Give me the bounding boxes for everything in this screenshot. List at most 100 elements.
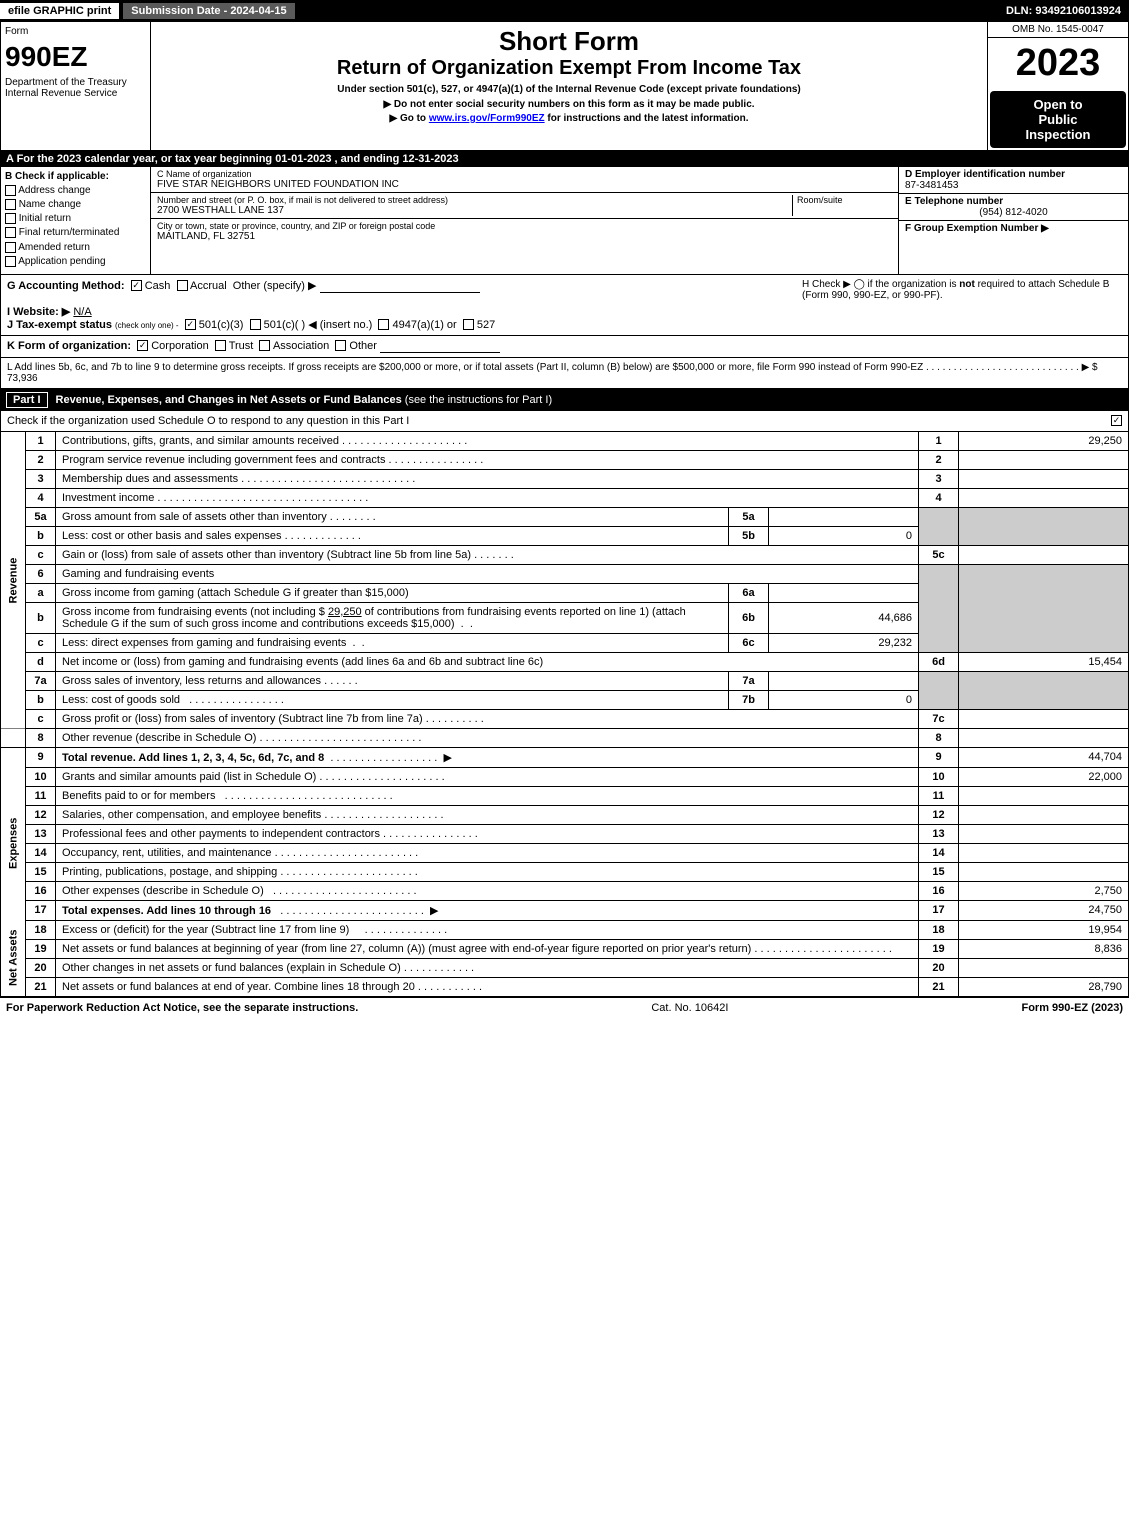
header-center: Short Form Return of Organization Exempt… xyxy=(151,22,988,150)
table-row: 17 Total expenses. Add lines 10 through … xyxy=(1,900,1129,920)
note2-pre: ▶ Go to xyxy=(389,113,428,124)
val-6d: 15,454 xyxy=(959,652,1129,671)
chk-trust[interactable] xyxy=(215,340,226,351)
table-row: 2 Program service revenue including gove… xyxy=(1,450,1129,469)
table-row: 4 Investment income . . . . . . . . . . … xyxy=(1,488,1129,507)
irs-link[interactable]: www.irs.gov/Form990EZ xyxy=(429,113,545,124)
j-label: J Tax-exempt status xyxy=(7,319,112,331)
part1-check-text: Check if the organization used Schedule … xyxy=(7,415,1111,427)
chk-schedule-o[interactable] xyxy=(1111,415,1122,426)
chk-4947[interactable] xyxy=(378,319,389,330)
side-netassets: Net Assets xyxy=(1,920,26,996)
other-method-input[interactable] xyxy=(320,280,480,293)
note-goto: ▶ Go to www.irs.gov/Form990EZ for instru… xyxy=(155,113,983,124)
section-bcd: B Check if applicable: Address change Na… xyxy=(0,167,1129,275)
note2-post: for instructions and the latest informat… xyxy=(545,113,749,124)
table-row: 13 Professional fees and other payments … xyxy=(1,824,1129,843)
efile-label: efile GRAPHIC print xyxy=(0,3,119,19)
form-number: 990EZ xyxy=(5,41,146,73)
h-text3: (Form 990, 990-EZ, or 990-PF). xyxy=(802,290,943,301)
city: MAITLAND, FL 32751 xyxy=(157,231,435,242)
irs-label: Internal Revenue Service xyxy=(5,88,146,99)
val-4 xyxy=(959,488,1129,507)
tel-row: E Telephone number (954) 812-4020 xyxy=(899,194,1128,221)
table-row: Expenses 10 Grants and similar amounts p… xyxy=(1,767,1129,786)
side-revenue: Revenue xyxy=(1,432,26,729)
open1: Open to xyxy=(996,97,1120,112)
table-row: Net Assets 18 Excess or (deficit) for th… xyxy=(1,920,1129,939)
chk-final[interactable]: Final return/terminated xyxy=(5,227,146,238)
i-label: I Website: ▶ xyxy=(7,306,70,318)
l-arrow: ▶ $ xyxy=(1082,362,1098,373)
top-bar: efile GRAPHIC print Submission Date - 20… xyxy=(0,0,1129,22)
part1-check-row: Check if the organization used Schedule … xyxy=(0,411,1129,432)
val-15 xyxy=(959,862,1129,881)
other-org-input[interactable] xyxy=(380,340,500,353)
val-7b: 0 xyxy=(769,690,919,709)
chk-cash[interactable] xyxy=(131,280,142,291)
col-b-checkboxes: B Check if applicable: Address change Na… xyxy=(1,167,151,274)
chk-other-org[interactable] xyxy=(335,340,346,351)
form-label: Form xyxy=(5,26,146,37)
ein: 87-3481453 xyxy=(905,180,1122,191)
header-right: OMB No. 1545-0047 2023 Open to Public In… xyxy=(988,22,1128,150)
val-6c: 29,232 xyxy=(769,633,919,652)
chk-assoc[interactable] xyxy=(259,340,270,351)
page-footer: For Paperwork Reduction Act Notice, see … xyxy=(0,997,1129,1018)
chk-address[interactable]: Address change xyxy=(5,185,146,196)
h-text1: H Check ▶ ◯ if the organization is xyxy=(802,279,959,290)
chk-name[interactable]: Name change xyxy=(5,199,146,210)
c-name-lbl: C Name of organization xyxy=(157,169,892,179)
open2: Public xyxy=(996,112,1120,127)
grp-row: F Group Exemption Number ▶ xyxy=(899,221,1128,236)
chk-amended[interactable]: Amended return xyxy=(5,242,146,253)
tel-lbl: E Telephone number xyxy=(905,196,1122,207)
l-text: L Add lines 5b, 6c, and 7b to line 9 to … xyxy=(7,362,923,373)
side-expenses: Expenses xyxy=(1,767,26,920)
row-h: H Check ▶ ◯ if the organization is not r… xyxy=(802,279,1122,331)
table-row: 19 Net assets or fund balances at beginn… xyxy=(1,939,1129,958)
row-a-taxyear: A For the 2023 calendar year, or tax yea… xyxy=(0,151,1129,167)
table-row: 5a Gross amount from sale of assets othe… xyxy=(1,507,1129,526)
val-6a xyxy=(769,583,919,602)
col-c-org: C Name of organization FIVE STAR NEIGHBO… xyxy=(151,167,898,274)
table-row: 6 Gaming and fundraising events xyxy=(1,564,1129,583)
val-3 xyxy=(959,469,1129,488)
val-16: 2,750 xyxy=(959,881,1129,900)
dept-treasury: Department of the Treasury xyxy=(5,77,146,88)
val-1: 29,250 xyxy=(959,432,1129,451)
street: 2700 WESTHALL LANE 137 xyxy=(157,205,792,216)
val-2 xyxy=(959,450,1129,469)
g-label: G Accounting Method: xyxy=(7,280,125,292)
short-form-title: Short Form xyxy=(155,26,983,57)
chk-app[interactable]: Application pending xyxy=(5,256,146,267)
table-row: 9 Total revenue. Add lines 1, 2, 3, 4, 5… xyxy=(1,747,1129,767)
chk-corp[interactable] xyxy=(137,340,148,351)
val-19: 8,836 xyxy=(959,939,1129,958)
val-7a xyxy=(769,671,919,690)
grp-lbl: F Group Exemption Number ▶ xyxy=(905,223,1122,234)
footer-left: For Paperwork Reduction Act Notice, see … xyxy=(6,1002,358,1014)
chk-initial[interactable]: Initial return xyxy=(5,213,146,224)
row-g: G Accounting Method: Cash Accrual Other … xyxy=(7,279,802,331)
form-header: Form 990EZ Department of the Treasury In… xyxy=(0,22,1129,151)
table-row: 8 Other revenue (describe in Schedule O)… xyxy=(1,728,1129,747)
dln: DLN: 93492106013924 xyxy=(1006,5,1129,17)
org-name-row: C Name of organization FIVE STAR NEIGHBO… xyxy=(151,167,898,193)
chk-527[interactable] xyxy=(463,319,474,330)
val-14 xyxy=(959,843,1129,862)
b-title: B Check if applicable: xyxy=(5,171,146,182)
chk-501c3[interactable] xyxy=(185,319,196,330)
city-lbl: City or town, state or province, country… xyxy=(157,221,435,231)
tax-year: 2023 xyxy=(988,38,1128,89)
website: N/A xyxy=(73,306,91,318)
chk-accrual[interactable] xyxy=(177,280,188,291)
part1-label: Part I xyxy=(6,392,48,408)
val-10: 22,000 xyxy=(959,767,1129,786)
chk-501c[interactable] xyxy=(250,319,261,330)
lines-table: Revenue 1 Contributions, gifts, grants, … xyxy=(0,432,1129,997)
footer-right: Form 990-EZ (2023) xyxy=(1021,1002,1123,1014)
val-9: 44,704 xyxy=(959,747,1129,767)
org-name: FIVE STAR NEIGHBORS UNITED FOUNDATION IN… xyxy=(157,179,892,190)
omb-number: OMB No. 1545-0047 xyxy=(988,22,1128,38)
